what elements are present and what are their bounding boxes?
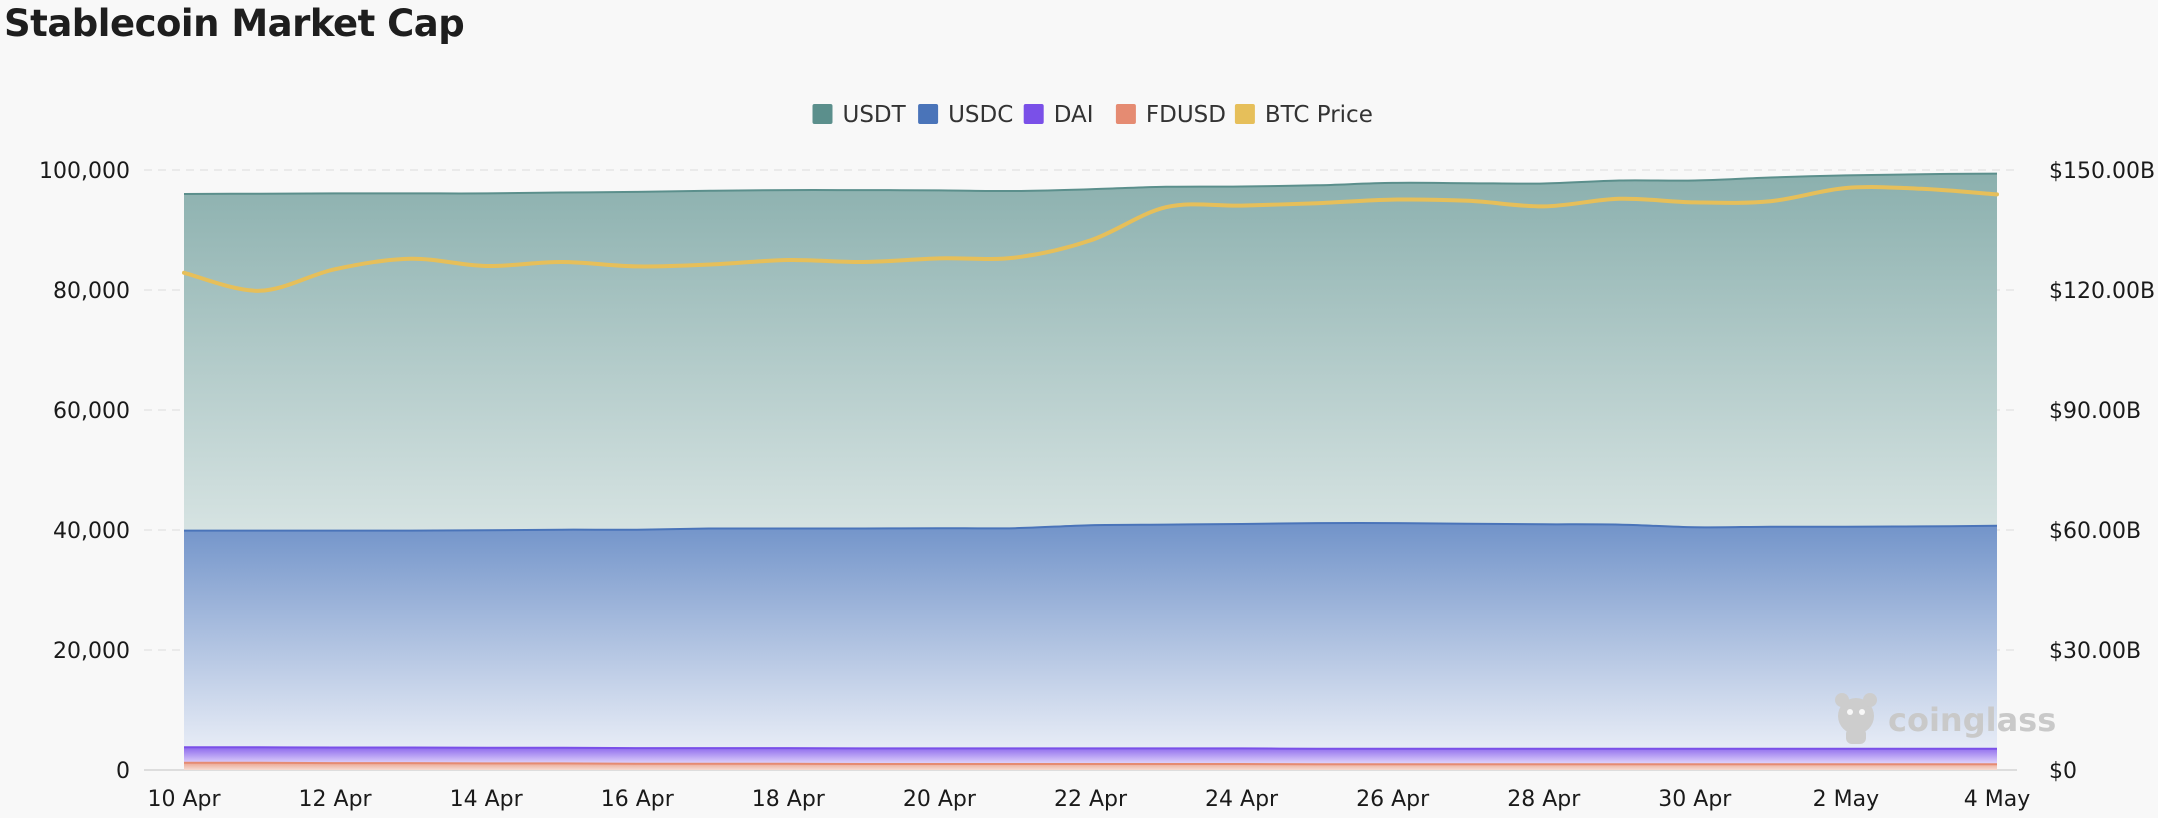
y-left-tick-label: 80,000: [53, 279, 130, 304]
area-edge-fdusd: [184, 761, 1997, 766]
area-edge-dai: [183, 746, 1997, 750]
area-dai: [184, 747, 1997, 765]
legend-swatch: [1023, 104, 1044, 124]
legend-label: USDT: [843, 102, 907, 128]
legend-item-fdusd[interactable]: FDUSD: [1115, 102, 1226, 128]
x-tick-label: 26 Apr: [1356, 787, 1430, 812]
line-btc-price: [182, 185, 1999, 293]
x-tick-label: 14 Apr: [450, 787, 524, 812]
y-left-tick-label: 100,000: [39, 159, 130, 184]
legend-label: USDC: [948, 102, 1013, 128]
legend-label: FDUSD: [1146, 102, 1226, 128]
legend-swatch: [1115, 104, 1136, 124]
area-edge-usdt: [183, 172, 1998, 195]
x-tick-label: 4 May: [1964, 787, 2030, 812]
area-usdt: [184, 173, 1997, 531]
legend-item-usdc[interactable]: USDC: [918, 102, 1013, 128]
legend-swatch: [812, 104, 833, 124]
legend-item-btc-price[interactable]: BTC Price: [1234, 102, 1373, 128]
x-tick-label: 22 Apr: [1054, 787, 1128, 812]
y-right-tick-label: $30.00B: [2049, 639, 2141, 664]
x-tick-label: 30 Apr: [1658, 787, 1732, 812]
area-edge-usdc: [184, 522, 1998, 532]
x-tick-label: 20 Apr: [903, 787, 977, 812]
watermark-label: coinglass: [1888, 701, 2056, 739]
x-tick-label: 2 May: [1813, 787, 1879, 812]
x-tick-label: 16 Apr: [601, 787, 675, 812]
legend-label: DAI: [1054, 102, 1094, 128]
line-series: [182, 185, 1999, 293]
area-series: [183, 172, 1998, 770]
legend-swatch: [1234, 104, 1255, 124]
legend-swatch: [918, 104, 939, 124]
y-left-tick-label: 20,000: [53, 639, 130, 664]
y-right-tick-label: $120.00B: [2049, 279, 2155, 304]
y-left-tick-label: 60,000: [53, 399, 130, 424]
x-tick-label: 12 Apr: [299, 787, 373, 812]
y-right-tick-label: $90.00B: [2049, 399, 2141, 424]
y-left-tick-label: 40,000: [53, 519, 130, 544]
legend: USDT USDC DAI FDUSD BTC Price: [812, 102, 1373, 128]
y-left-tick-label: 0: [116, 759, 130, 784]
coinglass-watermark: coinglass: [1835, 693, 2056, 744]
legend-label: BTC Price: [1265, 102, 1373, 128]
y-right-tick-label: $150.00B: [2049, 159, 2155, 184]
axes: 0 20,000 40,000 60,000 80,000 100,000 $0 $30.00…: [39, 159, 2155, 812]
x-tick-label: 10 Apr: [147, 787, 221, 812]
coinglass-logo-icon: [1835, 693, 1877, 744]
area-usdc: [184, 523, 1997, 749]
x-tick-label: 18 Apr: [752, 787, 826, 812]
y-right-tick-label: $60.00B: [2049, 519, 2141, 544]
x-tick-label: 24 Apr: [1205, 787, 1279, 812]
x-tick-label: 28 Apr: [1507, 787, 1581, 812]
legend-item-dai[interactable]: DAI: [1023, 102, 1094, 128]
y-right-tick-label: $0: [2049, 759, 2077, 784]
legend-item-usdt[interactable]: USDT: [812, 102, 907, 128]
page-title: Stablecoin Market Cap: [4, 2, 465, 45]
